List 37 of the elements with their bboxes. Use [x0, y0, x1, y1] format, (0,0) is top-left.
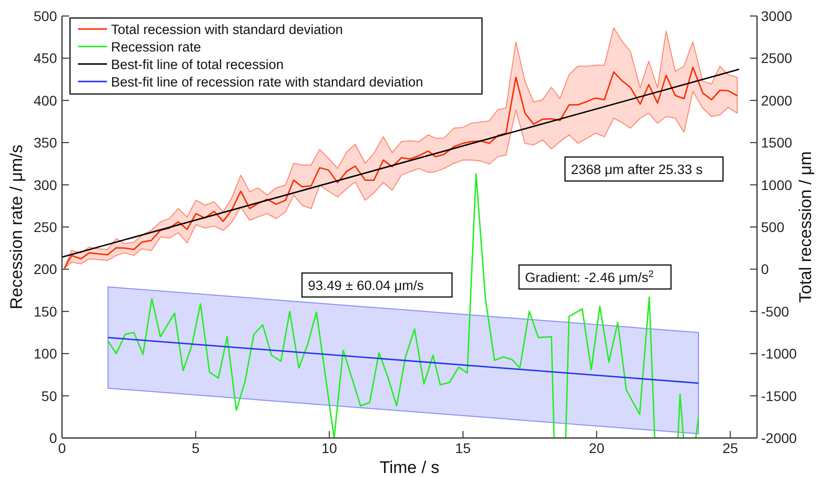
- y-tick-label: 200: [34, 261, 58, 278]
- y-tick-label: 500: [34, 8, 58, 24]
- y-tick-label: 350: [34, 134, 58, 151]
- y2-tick-label: -2000: [761, 430, 798, 446]
- y-tick-label: 400: [34, 92, 58, 108]
- y2-tick-label: -1000: [761, 346, 798, 362]
- y2-tick-label: 1500: [761, 134, 792, 151]
- x-tick-label: 10: [322, 440, 338, 456]
- y2-tick-label: 3000: [761, 8, 792, 24]
- x-tick-label: 20: [588, 440, 605, 456]
- legend-label: Total recession with standard deviation: [111, 22, 343, 37]
- y2-axis-title: Total recession / μm: [796, 151, 815, 303]
- y2-tick-label: 2500: [761, 50, 792, 66]
- y-tick-label: 100: [34, 346, 58, 362]
- y-tick-label: 300: [34, 176, 58, 193]
- annotation: Gradient: -2.46 μm/s$^{2}$: [525, 268, 654, 285]
- y2-tick-label: 500: [761, 219, 785, 235]
- y-tick-label: 450: [34, 50, 58, 66]
- x-tick-label: 15: [455, 440, 471, 456]
- y-axis-title: Recession rate / μm/s: [7, 144, 26, 310]
- legend-label: Best-fit line of recession rate with standard deviation: [111, 74, 424, 90]
- x-tick-label: 5: [192, 440, 200, 456]
- y2-tick-label: 1000: [761, 176, 792, 193]
- legend-label: Best-fit line of total recession: [111, 57, 284, 72]
- y2-tick-label: 0: [761, 261, 769, 278]
- y-tick-label: 0: [49, 430, 58, 446]
- legend-label: Recession rate: [111, 40, 202, 54]
- y2-tick-label: -1500: [761, 388, 798, 404]
- x-axis-title: Time / s: [380, 458, 440, 477]
- y-tick-label: 50: [41, 388, 58, 404]
- y2-tick-label: 2000: [761, 92, 792, 108]
- y2-tick-label: -500: [761, 303, 790, 320]
- x-tick-label: 25: [722, 440, 738, 456]
- annotation: 2368 μm after 25.33 s: [571, 162, 703, 177]
- annotation: 93.49 ± 60.04 μm/s: [308, 278, 424, 293]
- y-tick-label: 250: [34, 219, 58, 235]
- y-tick-label: 150: [34, 303, 58, 320]
